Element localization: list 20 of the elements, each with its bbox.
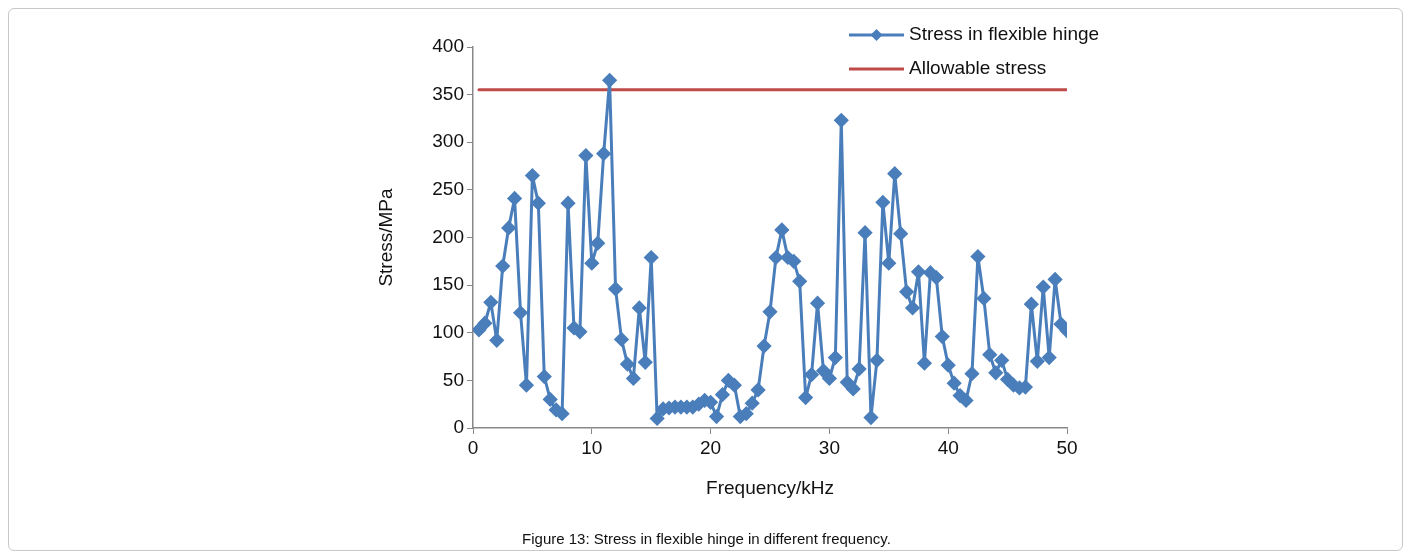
- y-tick-label: 150: [432, 273, 464, 295]
- legend-label: Allowable stress: [909, 57, 1047, 79]
- y-tick-label: 50: [442, 368, 464, 390]
- y-axis-title: Stress/MPa: [374, 187, 396, 287]
- x-axis-title: Frequency/kHz: [706, 476, 834, 498]
- y-tick-label: 400: [432, 35, 464, 57]
- y-tick-label: 0: [453, 416, 464, 438]
- y-tick-label: 250: [432, 178, 464, 200]
- y-tick-label: 200: [432, 225, 464, 247]
- x-tick-label: 30: [818, 436, 840, 458]
- x-tick-label: 20: [700, 436, 722, 458]
- y-tick-label: 100: [432, 320, 464, 342]
- x-tick-label: 10: [581, 436, 603, 458]
- caption: Figure 13: Stress in flexible hinge in different frequency.: [521, 530, 892, 547]
- legend-label: Stress in flexible hinge: [909, 23, 1100, 45]
- y-tick-label: 350: [432, 82, 464, 104]
- x-tick-label: 50: [1056, 436, 1078, 458]
- y-tick-label: 300: [432, 130, 464, 152]
- x-tick-label: 40: [937, 436, 959, 458]
- x-tick-label: 0: [467, 436, 479, 458]
